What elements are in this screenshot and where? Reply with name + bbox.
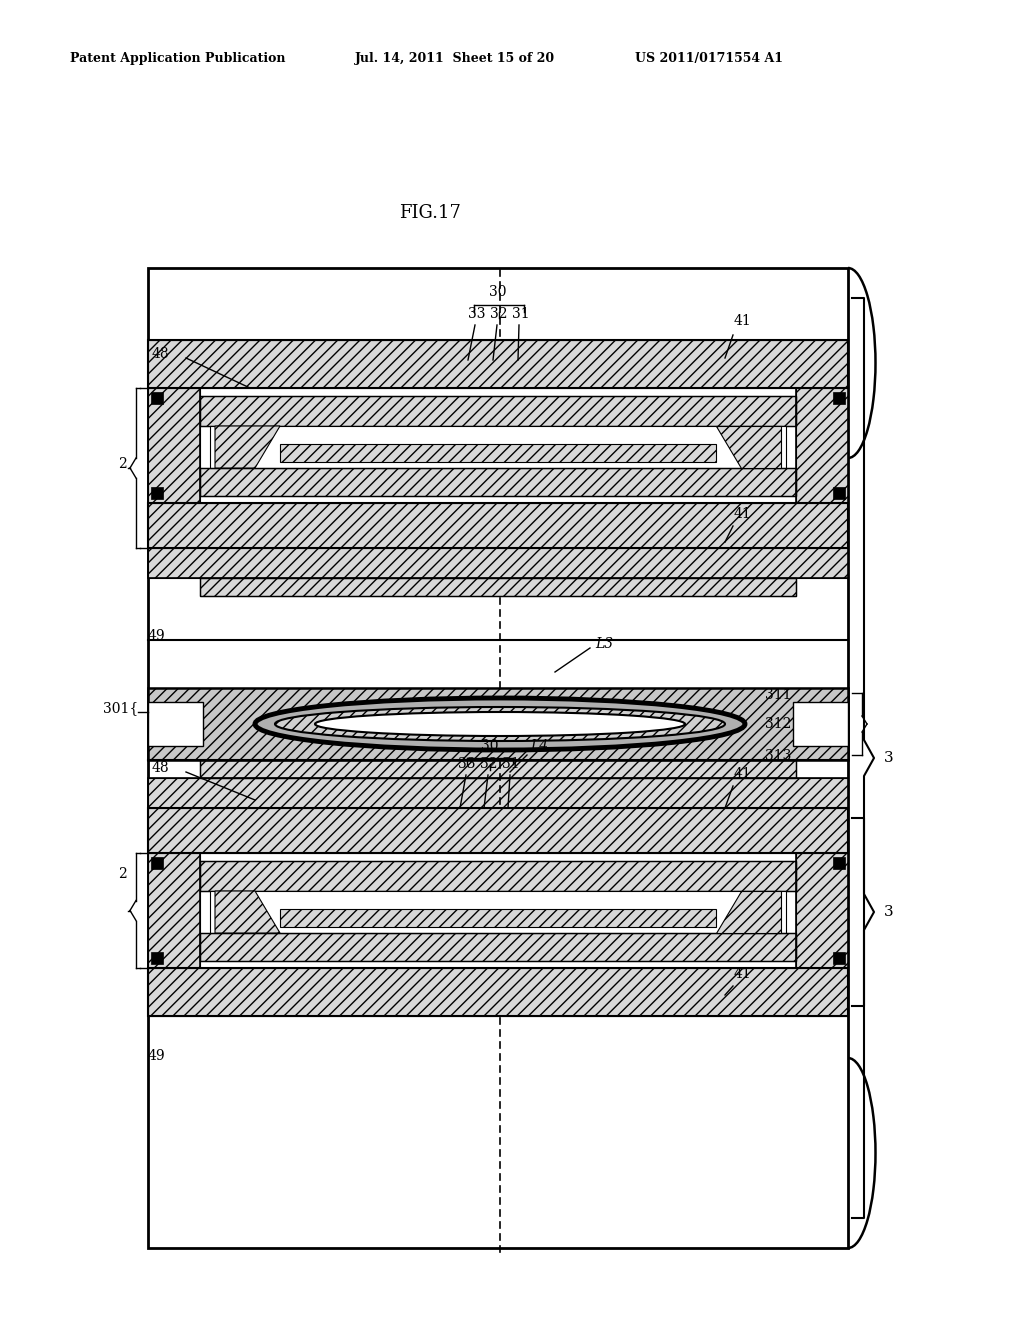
Text: 41: 41 — [734, 507, 752, 521]
Bar — [200, 760, 796, 777]
Bar — [793, 702, 848, 746]
Text: 311: 311 — [765, 688, 792, 702]
Bar — [200, 861, 796, 891]
Polygon shape — [716, 426, 781, 469]
Text: 30: 30 — [489, 285, 507, 300]
Bar — [833, 952, 845, 964]
Bar — [200, 578, 796, 597]
Bar — [148, 777, 848, 808]
Text: 312: 312 — [765, 717, 792, 731]
Text: 313: 313 — [765, 748, 792, 763]
Bar — [200, 396, 796, 426]
Text: 41: 41 — [734, 314, 752, 327]
Text: 2: 2 — [118, 867, 126, 880]
Bar — [833, 857, 845, 869]
Ellipse shape — [275, 708, 725, 741]
Text: 31: 31 — [502, 756, 519, 771]
Bar — [148, 808, 848, 853]
Bar — [200, 760, 796, 777]
Bar — [200, 933, 796, 961]
Bar — [796, 388, 848, 503]
Bar — [148, 853, 200, 968]
Text: L3: L3 — [595, 638, 613, 651]
Polygon shape — [215, 426, 280, 469]
Text: 2: 2 — [118, 457, 126, 471]
Text: Jul. 14, 2011  Sheet 15 of 20: Jul. 14, 2011 Sheet 15 of 20 — [355, 51, 555, 65]
Ellipse shape — [255, 698, 745, 750]
Bar — [151, 487, 163, 499]
Bar — [200, 396, 796, 426]
Text: US 2011/0171554 A1: US 2011/0171554 A1 — [635, 51, 783, 65]
Bar — [796, 853, 848, 968]
Text: 48: 48 — [152, 347, 170, 360]
Bar — [148, 688, 848, 760]
Text: 48: 48 — [152, 762, 170, 775]
Bar — [148, 968, 848, 1016]
Bar — [200, 469, 796, 496]
Bar — [796, 388, 848, 503]
Bar — [148, 341, 848, 388]
Text: 49: 49 — [148, 630, 166, 643]
Text: 3: 3 — [884, 906, 894, 919]
Bar — [148, 341, 848, 388]
Polygon shape — [215, 891, 280, 933]
Bar — [210, 426, 786, 469]
Text: L4: L4 — [530, 739, 548, 752]
Bar — [796, 853, 848, 968]
Text: 30: 30 — [481, 739, 499, 752]
Bar — [200, 578, 796, 597]
Text: 33: 33 — [468, 308, 485, 321]
Bar — [148, 702, 203, 746]
Text: Patent Application Publication: Patent Application Publication — [70, 51, 286, 65]
Bar — [148, 688, 848, 760]
Bar — [280, 444, 716, 462]
Bar — [833, 392, 845, 404]
Bar — [148, 388, 200, 503]
Polygon shape — [716, 891, 781, 933]
Bar — [151, 857, 163, 869]
Bar — [148, 503, 848, 548]
Bar — [151, 392, 163, 404]
Bar — [148, 268, 848, 1247]
Text: 301{: 301{ — [102, 701, 138, 715]
Bar — [148, 777, 848, 808]
Bar — [210, 891, 786, 933]
Bar — [148, 808, 848, 853]
Bar — [200, 933, 796, 961]
Bar — [200, 469, 796, 496]
Bar — [200, 861, 796, 891]
Text: 41: 41 — [734, 767, 752, 781]
Text: 41: 41 — [734, 968, 752, 981]
Bar — [280, 909, 716, 927]
Text: 49: 49 — [148, 1049, 166, 1063]
Bar — [833, 487, 845, 499]
Text: 32: 32 — [490, 308, 508, 321]
Bar — [148, 853, 200, 968]
Text: 32: 32 — [480, 756, 498, 771]
Text: 31: 31 — [512, 308, 529, 321]
Bar — [148, 548, 848, 578]
Bar — [148, 503, 848, 548]
Text: 33: 33 — [458, 756, 475, 771]
Ellipse shape — [315, 711, 685, 737]
Text: 3: 3 — [884, 751, 894, 766]
Bar — [151, 952, 163, 964]
Bar — [148, 388, 200, 503]
Text: FIG.17: FIG.17 — [399, 205, 461, 222]
Bar — [148, 548, 848, 578]
Bar — [148, 968, 848, 1016]
